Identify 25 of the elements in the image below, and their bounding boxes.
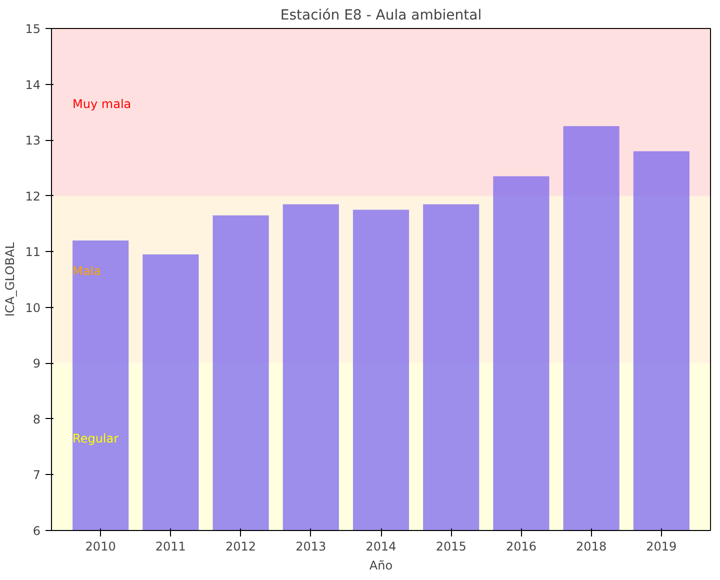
x-tick-label: 2015 xyxy=(436,540,466,554)
chart-title: Estación E8 - Aula ambiental xyxy=(280,8,482,24)
band-label: Mala xyxy=(72,264,101,278)
y-tick-label: 12 xyxy=(25,189,41,204)
x-tick-label: 2013 xyxy=(296,540,326,554)
y-tick-label: 9 xyxy=(32,356,41,371)
y-axis-title: ICA_GLOBAL xyxy=(3,242,18,317)
x-tick-label: 2019 xyxy=(646,540,677,554)
y-tick-label: 13 xyxy=(25,134,41,148)
x-tick-label: 2016 xyxy=(506,540,536,554)
y-tick-label: 7 xyxy=(32,468,41,482)
y-tick-label: 6 xyxy=(32,524,41,538)
y-tick-label: 11 xyxy=(25,245,41,260)
x-tick-label: 2011 xyxy=(155,540,186,554)
x-tick-label: 2012 xyxy=(226,540,256,554)
band-label: Regular xyxy=(72,431,119,446)
x-tick-label: 2010 xyxy=(85,540,116,554)
band-label: Muy mala xyxy=(72,96,132,111)
y-tick-label: 14 xyxy=(25,78,41,92)
y-tick-label: 15 xyxy=(25,22,41,36)
y-tick-label: 10 xyxy=(25,300,41,315)
x-tick-label: 2014 xyxy=(366,540,396,554)
y-tick-label: 8 xyxy=(32,412,41,426)
x-axis-title: Año xyxy=(369,558,393,572)
x-tick-label: 2018 xyxy=(576,540,607,554)
